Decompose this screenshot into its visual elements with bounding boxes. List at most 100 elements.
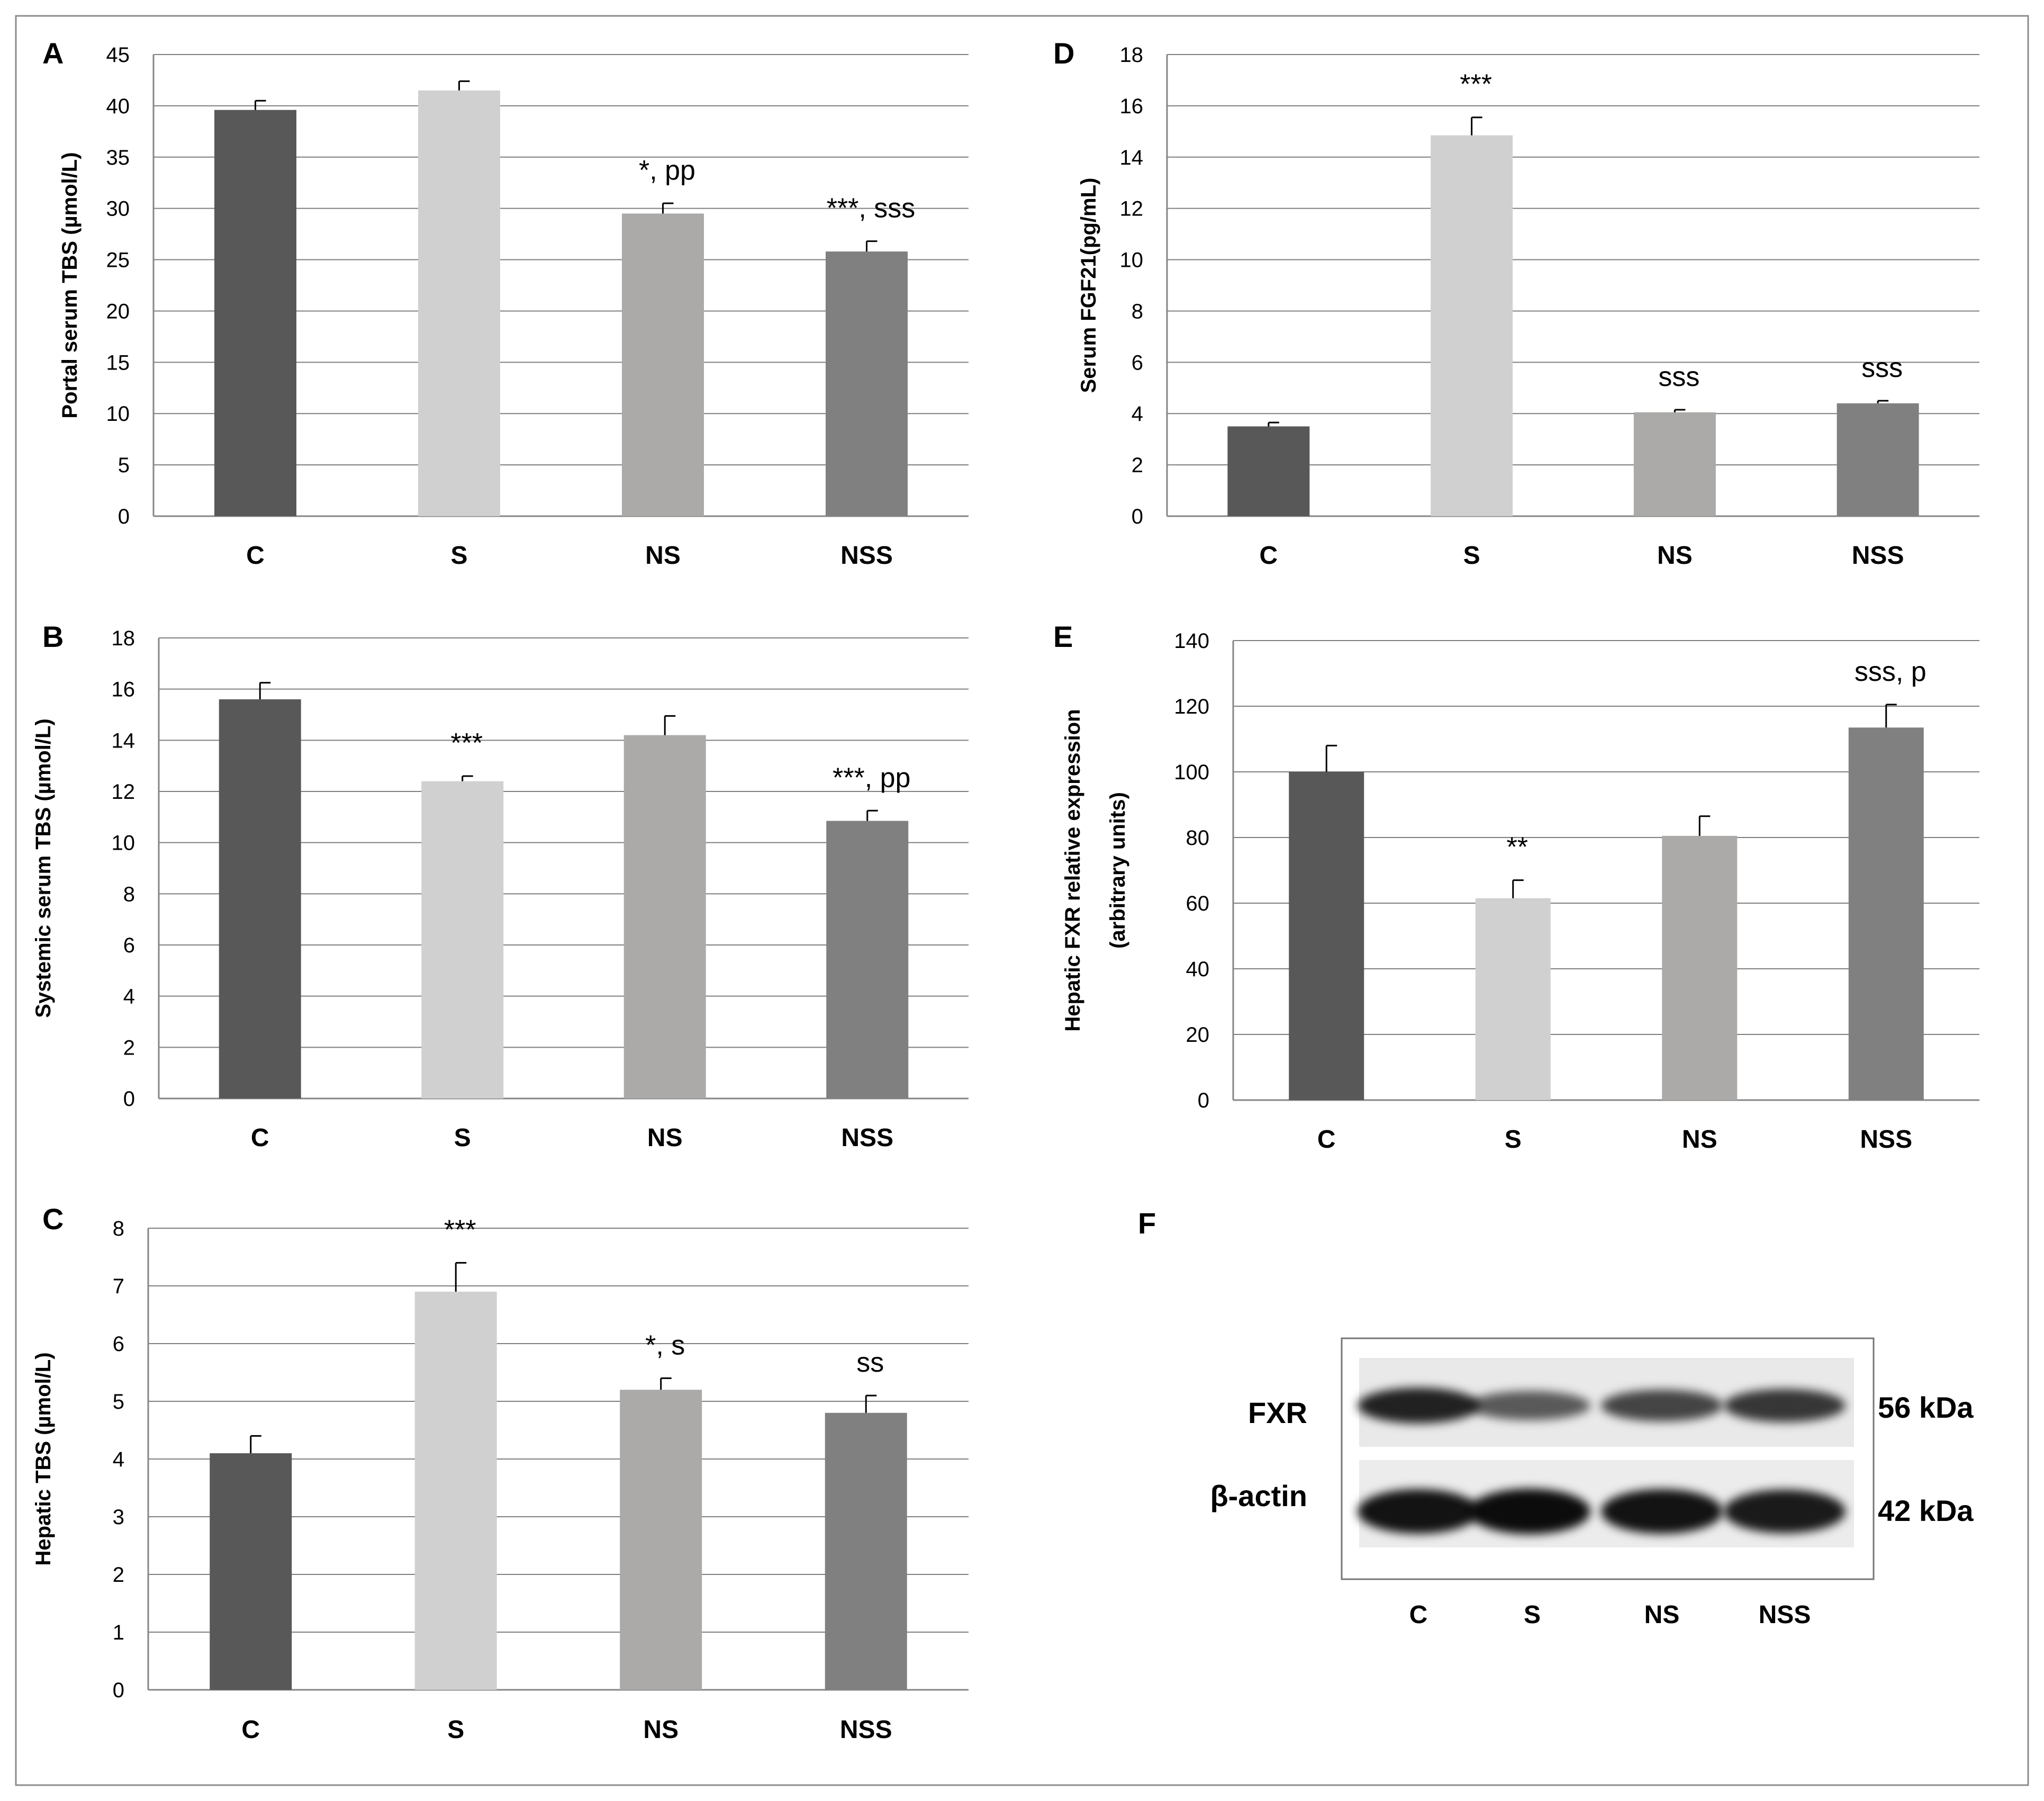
panel-d-ytick-label: 18 xyxy=(1120,43,1144,67)
panel-d-category-label: NS xyxy=(1657,542,1693,570)
panel-c-ytick-label: 1 xyxy=(113,1621,124,1644)
panel-e-bar-c xyxy=(1289,772,1364,1100)
panel-b-significance-label: ***, pp xyxy=(833,762,910,793)
panel-c-category-label: C xyxy=(241,1716,260,1744)
blot-frame xyxy=(1341,1337,1875,1580)
panel-c-significance-label: *** xyxy=(444,1214,476,1245)
panel-a-ytick-label: 0 xyxy=(118,505,130,528)
panel-f-letter: F xyxy=(1138,1206,1156,1240)
panel-a-ytick-label: 10 xyxy=(106,402,130,426)
blot-band xyxy=(1358,1489,1479,1534)
panel-a-ytick-label: 30 xyxy=(106,197,130,221)
panel-d-ytick-label: 6 xyxy=(1132,351,1143,374)
blot-size-fxr: 56 kDa xyxy=(1878,1391,1974,1424)
panel-a-category-label: S xyxy=(450,542,467,570)
panel-a-bar-nss xyxy=(826,251,908,516)
blot-band xyxy=(1724,1489,1846,1534)
panel-b-bar-ns xyxy=(623,735,706,1098)
panel-c-bar-s xyxy=(414,1291,497,1690)
panel-a-category-label: NS xyxy=(645,542,681,570)
panel-a-ytick-label: 20 xyxy=(106,300,130,323)
panel-a-ytick-label: 5 xyxy=(118,454,130,477)
panel-d-bar-nss xyxy=(1837,403,1919,516)
panel-e-bar-s xyxy=(1475,898,1551,1100)
panel-e-category-label: NS xyxy=(1682,1125,1717,1154)
panel-e-ytick-label: 20 xyxy=(1186,1023,1210,1047)
panel-a-letter: A xyxy=(42,37,64,70)
panel-c-ytick-label: 4 xyxy=(113,1448,124,1471)
panel-c-chart: C 0 1 2 3 4 5 6 7 8 C *** S *, s NS ss NSS Hepatic TBS (µ… xyxy=(32,1202,969,1744)
panel-b-letter: B xyxy=(42,620,64,653)
panel-a-category-label: NSS xyxy=(840,542,893,570)
panel-b-significance-label: *** xyxy=(450,728,483,759)
panel-d-ytick-label: 10 xyxy=(1120,249,1144,272)
panel-a-bar-ns xyxy=(622,213,704,516)
panel-c-category-label: NSS xyxy=(840,1716,892,1744)
panel-a-category-label: C xyxy=(246,542,265,570)
panel-b-category-label: NS xyxy=(647,1124,683,1152)
panel-c-ytick-label: 8 xyxy=(113,1217,124,1240)
panel-b-ytick-label: 14 xyxy=(112,729,135,752)
panel-c-bar-nss xyxy=(825,1412,907,1690)
blot-lane-nss: NSS xyxy=(1759,1601,1811,1629)
panel-b-bar-nss xyxy=(826,821,909,1098)
blot-band xyxy=(1601,1390,1723,1421)
panel-e-bar-ns xyxy=(1662,835,1738,1100)
panel-c-ytick-label: 2 xyxy=(113,1563,124,1587)
panel-a-y-axis-label: Portal serum TBS (µmol/L) xyxy=(58,152,82,418)
panel-a-bar-s xyxy=(418,90,500,517)
blot-band xyxy=(1469,1391,1590,1420)
panel-d-bar-s xyxy=(1431,135,1513,517)
panel-e-ytick-label: 100 xyxy=(1174,761,1209,784)
panel-b-ytick-label: 18 xyxy=(112,627,135,650)
panel-b-ytick-label: 16 xyxy=(112,678,135,701)
panel-a-chart: A 0 5 10 15 20 25 30 35 40 45 C S *, pp NS ***, sss NSS P… xyxy=(42,37,969,570)
blot-label-fxr: FXR xyxy=(1248,1396,1307,1429)
panel-d-letter: D xyxy=(1053,37,1074,70)
panel-d-ytick-label: 2 xyxy=(1132,454,1143,477)
panel-e-letter: E xyxy=(1053,620,1073,653)
panel-f-blot: F FXR β-actin 56 kDa 42 kDa C S NS NSS xyxy=(1138,1206,1974,1629)
panel-c-ytick-label: 6 xyxy=(113,1332,124,1356)
panel-d-significance-label: sss xyxy=(1861,353,1903,383)
panel-b-chart: B 0 2 4 6 8 10 12 14 16 18 C *** S NS ***, pp NSS Systemi… xyxy=(32,620,969,1152)
panel-a-ytick-label: 35 xyxy=(106,146,130,169)
panel-d-ytick-label: 14 xyxy=(1120,146,1144,169)
panel-c-significance-label: *, s xyxy=(645,1330,685,1361)
blot-label-actin: β-actin xyxy=(1210,1479,1307,1512)
panel-b-ytick-label: 12 xyxy=(112,780,135,804)
panel-b-category-label: NSS xyxy=(841,1124,893,1152)
panel-b-bar-s xyxy=(421,781,504,1098)
panel-b-ytick-label: 6 xyxy=(123,934,135,957)
panel-c-category-label: NS xyxy=(643,1716,679,1744)
panel-b-category-label: S xyxy=(454,1124,471,1152)
panel-d-y-axis-label: Serum FGF21(pg/mL) xyxy=(1077,178,1100,393)
panel-d-ytick-label: 12 xyxy=(1120,197,1144,221)
panel-d-significance-label: sss xyxy=(1658,362,1699,392)
panel-c-significance-label: ss xyxy=(856,1347,884,1378)
panel-b-ytick-label: 10 xyxy=(112,832,135,855)
panel-d-significance-label: *** xyxy=(1460,69,1492,100)
panel-d-ytick-label: 0 xyxy=(1132,505,1143,528)
panel-a-ytick-label: 25 xyxy=(106,249,130,272)
panel-a-ytick-label: 40 xyxy=(106,95,130,118)
panel-d-bar-c xyxy=(1227,426,1310,516)
blot-band xyxy=(1601,1489,1723,1534)
panel-b-category-label: C xyxy=(251,1124,269,1152)
panel-c-y-axis-label: Hepatic TBS (µmol/L) xyxy=(32,1352,55,1565)
panel-e-y-axis-label: (arbitrary units) xyxy=(1106,792,1129,949)
panel-c-letter: C xyxy=(42,1202,64,1236)
panel-e-y-axis-label: Hepatic FXR relative expression xyxy=(1061,709,1084,1031)
panel-c-ytick-label: 3 xyxy=(113,1506,124,1529)
panel-d-bar-ns xyxy=(1633,412,1716,516)
panel-e-bar-nss xyxy=(1848,727,1924,1100)
blot-size-actin: 42 kDa xyxy=(1878,1494,1974,1527)
panel-a-significance-label: *, pp xyxy=(639,155,695,186)
panel-b-ytick-label: 4 xyxy=(123,985,135,1008)
blot-lane-s: S xyxy=(1524,1601,1541,1629)
panel-e-ytick-label: 140 xyxy=(1174,629,1209,653)
panel-e-ytick-label: 60 xyxy=(1186,892,1210,915)
blot-lane-c: C xyxy=(1409,1601,1428,1629)
blot-band xyxy=(1358,1388,1479,1424)
